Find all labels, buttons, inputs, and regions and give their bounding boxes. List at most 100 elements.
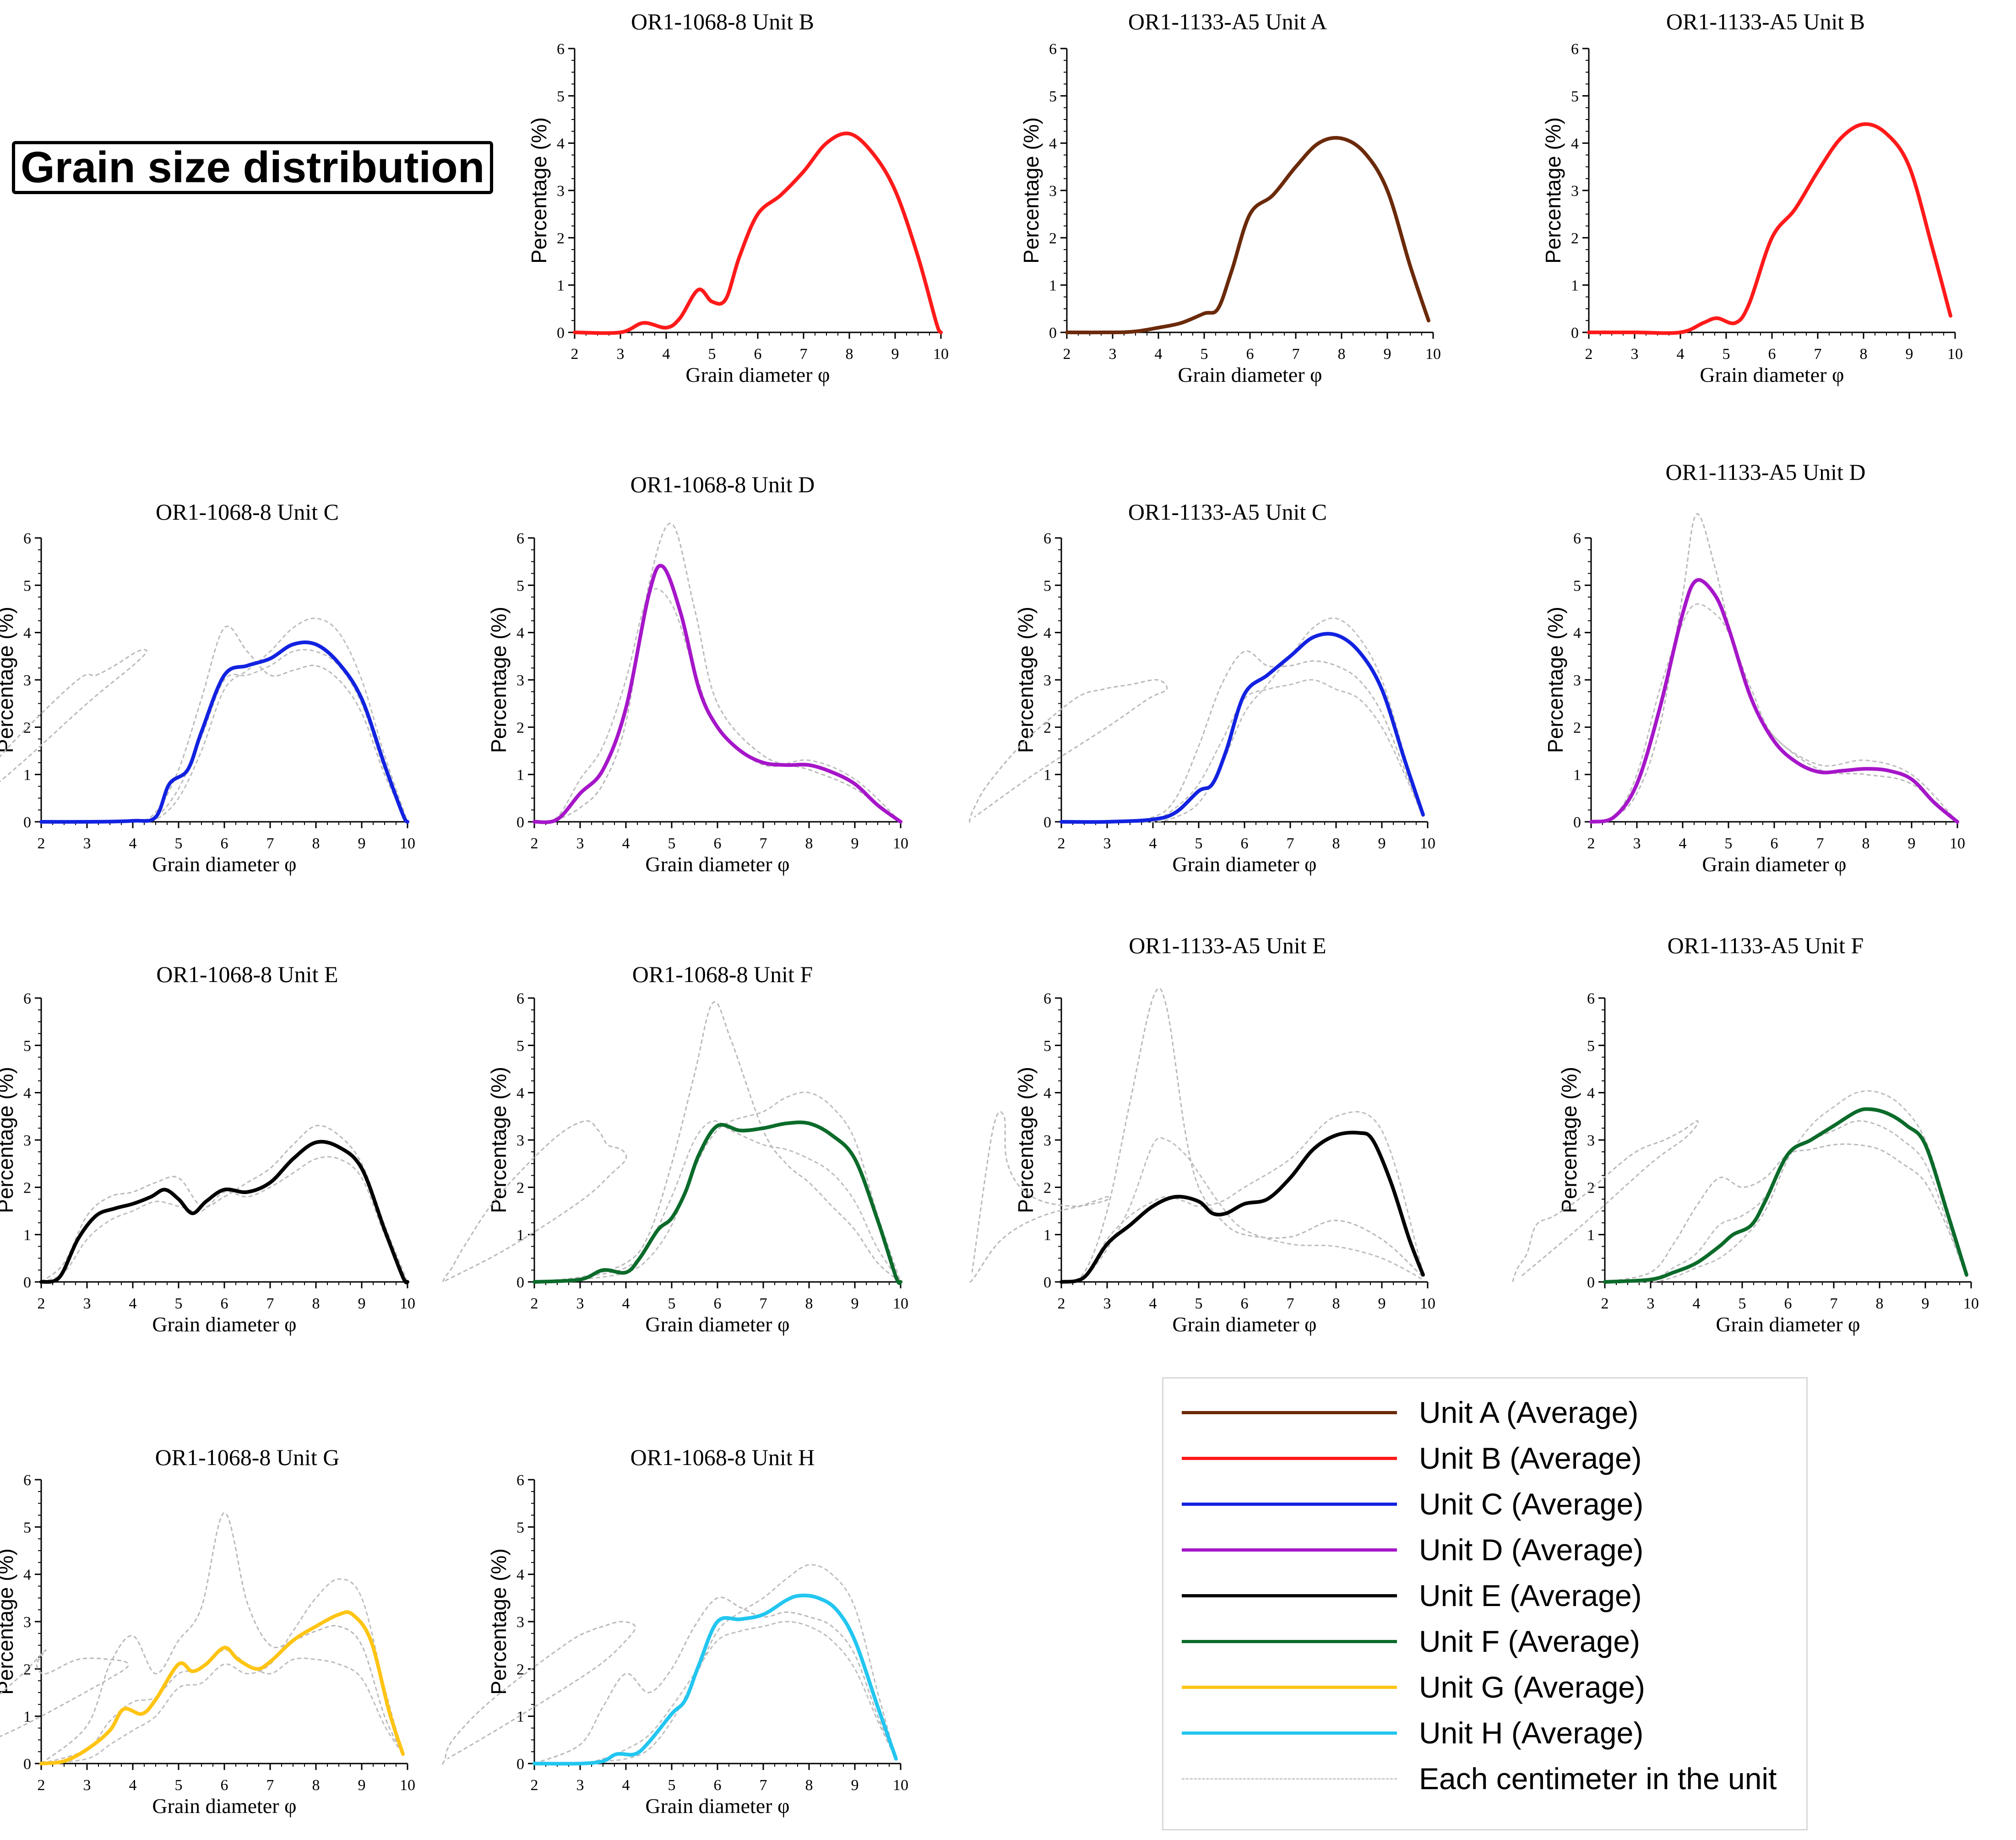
legend-label: Unit H (Average)	[1419, 1716, 1644, 1750]
x-tick-label: 10	[400, 835, 415, 852]
x-tick-label: 6	[754, 346, 762, 363]
x-tick-label: 7	[760, 835, 767, 852]
x-tick-label: 3	[1633, 835, 1641, 852]
average-curve	[573, 131, 943, 335]
x-tick-label: 4	[622, 1295, 630, 1312]
x-tick-label: 3	[83, 1777, 91, 1794]
x-tick-label: 5	[668, 1295, 676, 1312]
y-tick-label: 4	[23, 1567, 31, 1584]
x-tick-label: 5	[708, 346, 716, 363]
y-tick-label: 4	[516, 1567, 524, 1584]
x-axis-label: Grain diameter φ	[1178, 363, 1322, 386]
chart-title: OR1-1133-A5 Unit C	[1128, 499, 1327, 525]
chart-title: OR1-1068-8 Unit B	[631, 9, 814, 34]
y-tick-label: 2	[1573, 719, 1581, 736]
x-tick-label: 8	[805, 1777, 813, 1794]
x-tick-label: 2	[1585, 346, 1593, 363]
x-tick-label: 7	[760, 1295, 767, 1312]
y-tick-label: 0	[1043, 1274, 1051, 1291]
chart-title: OR1-1133-A5 Unit E	[1129, 933, 1326, 958]
y-tick-label: 6	[1587, 990, 1595, 1007]
x-tick-label: 9	[1908, 835, 1916, 852]
sample-curve	[968, 679, 1168, 823]
chart-title: OR1-1068-8 Unit G	[155, 1444, 340, 1470]
x-tick-label: 7	[266, 1777, 274, 1794]
x-tick-label: 7	[1287, 1295, 1294, 1312]
y-tick-label: 2	[516, 719, 524, 736]
y-tick-label: 0	[1043, 814, 1051, 831]
y-tick-label: 2	[1571, 230, 1579, 247]
sample-curve	[41, 1156, 408, 1283]
x-tick-label: 9	[1378, 1295, 1386, 1312]
sample-curve	[0, 649, 147, 782]
y-tick-label: 4	[1049, 136, 1057, 152]
sample-curve	[1591, 513, 1958, 823]
legend-swatch	[1182, 1778, 1397, 1780]
average-curve	[1589, 578, 1959, 824]
sample-curve	[41, 618, 408, 823]
chart-title: OR1-1133-A5 Unit F	[1668, 933, 1864, 958]
y-axis-label: Percentage (%)	[1014, 1067, 1038, 1213]
y-tick-label: 6	[557, 41, 565, 58]
y-tick-label: 2	[1043, 1179, 1051, 1196]
x-axis-label: Grain diameter φ	[152, 852, 296, 876]
y-tick-label: 6	[516, 990, 524, 1007]
sample-curve	[574, 132, 942, 334]
x-tick-label: 10	[893, 1295, 908, 1312]
y-tick-label: 5	[1573, 577, 1581, 594]
x-axis-label: Grain diameter φ	[152, 1313, 296, 1336]
x-tick-label: 5	[1201, 346, 1208, 363]
sample-curve	[1604, 1090, 1967, 1283]
x-tick-label: 6	[1771, 835, 1778, 852]
chart-title: OR1-1068-8 Unit D	[630, 472, 815, 497]
y-tick-label: 5	[23, 1519, 31, 1536]
y-tick-label: 4	[516, 1085, 524, 1102]
y-tick-label: 6	[516, 1472, 524, 1489]
x-tick-label: 2	[531, 1777, 538, 1794]
chart-title: OR1-1068-8 Unit E	[156, 961, 338, 987]
x-tick-label: 5	[668, 1777, 676, 1794]
sample-curve	[442, 1120, 627, 1283]
chart-or1-1133-a5-unit-e: OR1-1133-A5 Unit E2 3 4 5 6 7 8 9 100123456Grain…	[969, 933, 1435, 1336]
sample-curve	[41, 625, 408, 824]
chart-or1-1068-8-unit-c: OR1-1068-8 Unit C2 3 4 5 6 7 8 9 100123456Grain …	[0, 499, 415, 876]
y-tick-label: 1	[1049, 277, 1057, 294]
x-tick-label: 3	[1109, 346, 1117, 363]
x-tick-label: 10	[1947, 346, 1963, 363]
y-tick-label: 5	[23, 1037, 31, 1054]
x-tick-label: 8	[805, 1295, 813, 1312]
average-curve	[1587, 122, 1952, 335]
y-tick-label: 4	[23, 625, 31, 642]
average-curve	[533, 564, 902, 824]
x-tick-label: 2	[1063, 346, 1071, 363]
chart-or1-1133-a5-unit-b: OR1-1133-A5 Unit B2 3 4 5 6 7 8 9 100123456Grain…	[1541, 9, 1963, 386]
legend-swatch	[1182, 1411, 1397, 1414]
y-tick-label: 2	[557, 230, 565, 247]
x-tick-label: 10	[893, 1777, 908, 1794]
legend-item-unit-e-average: Unit E (Average)	[1182, 1573, 1642, 1618]
average-curve	[533, 1120, 902, 1285]
x-tick-label: 2	[38, 835, 45, 852]
x-axis-label: Grain diameter φ	[1702, 852, 1846, 876]
sample-curve	[41, 1124, 408, 1283]
y-tick-label: 4	[1043, 625, 1051, 642]
legend-label: Unit F (Average)	[1419, 1624, 1640, 1658]
x-tick-label: 6	[1784, 1295, 1792, 1312]
x-tick-label: 8	[1862, 835, 1870, 852]
x-tick-label: 6	[221, 835, 228, 852]
x-tick-label: 9	[1922, 1295, 1929, 1312]
x-tick-label: 4	[1693, 1295, 1701, 1312]
sample-curve	[534, 1564, 897, 1764]
sample-curve	[1604, 1143, 1967, 1283]
y-tick-label: 6	[1043, 990, 1051, 1007]
y-axis-label: Percentage (%)	[487, 1067, 511, 1213]
x-tick-label: 2	[531, 1295, 538, 1312]
y-tick-label: 3	[1573, 672, 1581, 689]
x-axis-label: Grain diameter φ	[1700, 363, 1844, 386]
y-tick-label: 2	[516, 1179, 524, 1196]
x-tick-label: 3	[1103, 835, 1111, 852]
x-tick-label: 7	[1814, 346, 1822, 363]
y-tick-label: 1	[23, 1709, 31, 1726]
average-curve	[39, 1140, 409, 1285]
x-tick-label: 5	[1725, 835, 1733, 852]
